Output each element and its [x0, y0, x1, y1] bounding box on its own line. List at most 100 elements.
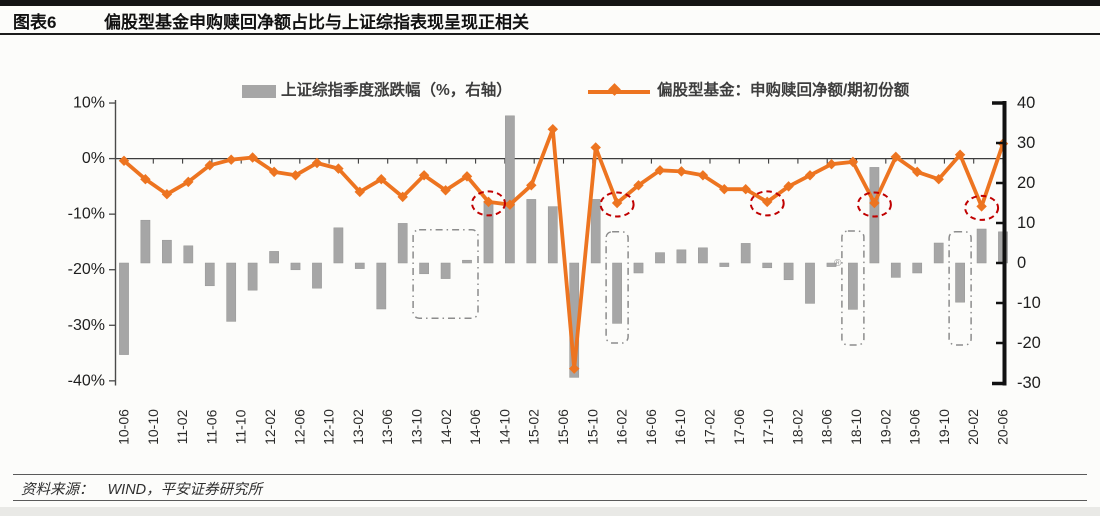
bar	[762, 262, 773, 269]
right-axis-label: 40	[1017, 94, 1035, 112]
source-names: WIND，平安证券研究所	[107, 482, 263, 498]
bar	[848, 262, 858, 310]
x-axis-label: 19-10	[936, 409, 952, 445]
x-axis-label: 18-06	[819, 409, 835, 445]
bar	[204, 262, 215, 287]
bar	[590, 199, 601, 264]
x-axis-label: 10-10	[145, 409, 161, 445]
right-axis-label: 10	[1017, 214, 1035, 232]
chart-legend: 上证综指季度涨跌幅（%，右轴） 偏股型基金：申购赎回净额/期初份额	[0, 80, 1100, 106]
bar	[912, 262, 923, 274]
top-black-bar	[0, 0, 1100, 6]
line-marker	[440, 185, 451, 196]
bar	[740, 243, 751, 264]
x-axis-label: 20-02	[965, 409, 981, 445]
bar	[462, 259, 472, 264]
line-marker	[483, 196, 494, 208]
source-prefix: 资料来源：	[21, 482, 94, 498]
bar	[698, 247, 708, 264]
bar	[162, 239, 172, 264]
bar	[483, 201, 494, 264]
bar	[226, 262, 237, 322]
bar	[547, 206, 558, 264]
line-marker	[268, 166, 280, 178]
x-axis-label: 19-06	[907, 409, 923, 445]
left-axis-label: -10%	[68, 206, 105, 223]
registered-watermark: ®	[834, 258, 842, 269]
right-axis-label: 20	[1017, 174, 1035, 192]
legend-line-swatch-icon	[588, 90, 650, 94]
bar	[119, 262, 129, 355]
x-axis-label: 20-06	[995, 409, 1011, 445]
right-axis-label: -30	[1017, 374, 1041, 392]
line-marker	[376, 173, 387, 185]
redemption-highlight-circle	[599, 191, 635, 218]
x-axis-label: 17-10	[760, 409, 776, 445]
bar	[397, 223, 408, 264]
line-marker	[590, 142, 601, 153]
bottom-edge-strip	[0, 507, 1100, 516]
x-axis-label: 13-10	[409, 409, 425, 445]
highlight-boxes	[412, 229, 972, 346]
x-axis-label: 15-10	[584, 409, 600, 445]
drawdown-highlight-box	[948, 231, 972, 346]
drawdown-highlight-box	[841, 230, 865, 346]
drawdown-highlight-box	[412, 229, 479, 319]
line-marker	[247, 152, 258, 163]
x-axis-label: 14-06	[467, 409, 483, 445]
x-axis-label: 17-02	[702, 409, 718, 445]
x-axis-label: 14-02	[438, 409, 454, 445]
line-marker	[354, 186, 366, 198]
right-axis-label: 30	[1017, 134, 1035, 152]
x-axis-label: 15-02	[526, 409, 542, 445]
x-axis-label: 11-02	[174, 409, 190, 444]
bar	[419, 262, 429, 275]
bar	[247, 262, 258, 291]
bar	[955, 262, 965, 303]
x-axis-label: 19-02	[877, 409, 893, 445]
left-axis-label: -30%	[68, 317, 105, 334]
bar	[526, 199, 537, 264]
bar	[976, 228, 987, 264]
bar	[290, 262, 301, 271]
bar	[505, 115, 515, 264]
x-axis-label: 13-06	[379, 409, 395, 445]
page-title: 偏股型基金申购赎回净额占比与上证综指表现呈现正相关	[104, 13, 529, 32]
left-axis: 10% 0% -10% -20% -30% -40%	[68, 95, 117, 389]
line-marker	[461, 171, 473, 182]
source-note: 资料来源： WIND，平安证券研究所	[21, 478, 262, 499]
line-marker	[333, 163, 344, 174]
left-axis-label: -40%	[68, 372, 105, 389]
bar	[783, 262, 794, 281]
bar	[333, 227, 344, 264]
bar	[376, 262, 387, 310]
x-axis-label: 12-06	[291, 409, 307, 445]
line-marker	[311, 157, 323, 169]
line-marker	[397, 191, 408, 203]
bar	[140, 219, 151, 264]
bar	[869, 167, 880, 264]
redemption-highlight-circle	[471, 190, 506, 217]
redemption-highlight-circle	[749, 190, 785, 217]
right-axis-label: -10	[1017, 294, 1041, 312]
right-axis-label: -20	[1017, 334, 1041, 352]
legend-line-label: 偏股型基金：申购赎回净额/期初份额	[657, 82, 910, 99]
x-axis-label: 17-06	[731, 409, 747, 445]
footer-divider-bottom	[13, 500, 1087, 501]
left-axis-label: 0%	[82, 150, 105, 167]
footer-divider-top	[13, 474, 1087, 475]
line-marker	[547, 123, 559, 135]
x-axis-label: 13-02	[350, 409, 366, 445]
x-axis-label: 15-06	[555, 409, 571, 445]
figure-number-label: 图表6	[13, 13, 57, 32]
legend-bar-swatch-icon	[242, 85, 276, 98]
bar	[805, 262, 815, 304]
bar	[719, 262, 730, 267]
x-axis-label: 16-06	[643, 409, 659, 445]
bar	[655, 252, 665, 264]
x-axis-label: 14-10	[496, 409, 512, 445]
bar	[312, 262, 322, 289]
right-axis: 40 30 20 10 0 -10 -20 -30	[992, 94, 1041, 392]
